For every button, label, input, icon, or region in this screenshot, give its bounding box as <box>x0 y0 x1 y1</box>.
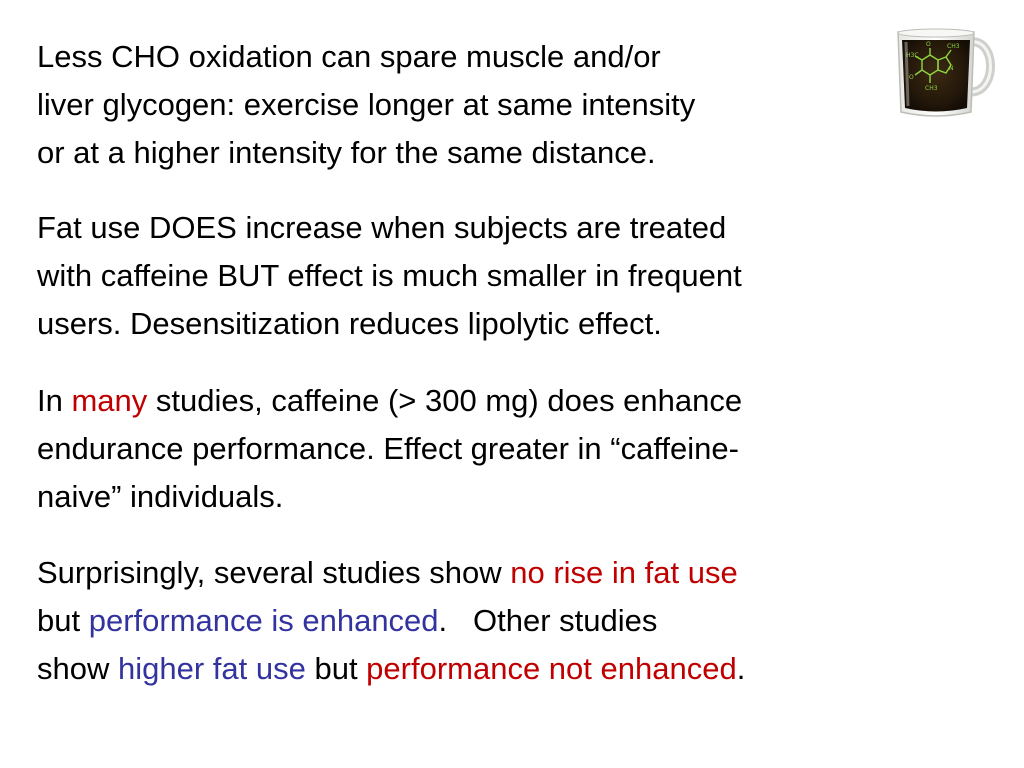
p4-line3-pre: show <box>37 651 118 686</box>
svg-text:O: O <box>926 41 931 48</box>
p4-line3-mid: but <box>305 651 367 686</box>
p3-emphasis-many: many <box>71 383 148 418</box>
svg-text:CH3: CH3 <box>947 43 960 50</box>
p4-emphasis-no-rise: no rise in fat use <box>510 555 738 590</box>
p4-line3-post: . <box>736 651 746 686</box>
paragraph-surprising-results: Surprisingly, several studies show no ri… <box>37 549 745 693</box>
p4-line2-post: . Other studies <box>438 603 658 638</box>
svg-text:O: O <box>909 74 914 81</box>
p3-line1-post: studies, caffeine (> 300 mg) does enhanc… <box>147 383 743 418</box>
paragraph-endurance: In many studies, caffeine (> 300 mg) doe… <box>37 377 742 521</box>
p4-emphasis-performance-not-enhanced: performance not enhanced <box>366 651 737 686</box>
p1-line1: Less CHO oxidation can spare muscle and/… <box>37 39 661 74</box>
p4-line1-pre: Surprisingly, several studies show <box>37 555 511 590</box>
p4-emphasis-higher-fat-use: higher fat use <box>117 651 306 686</box>
svg-text:N: N <box>949 65 954 72</box>
p2-line1: Fat use DOES increase when subjects are … <box>37 210 727 245</box>
p1-line3: or at a higher intensity for the same di… <box>37 135 656 170</box>
coffee-mug-with-caffeine-molecule-icon: O CH3 H3C O CH3 N <box>886 20 998 124</box>
p2-line3: users. Desensitization reduces lipolytic… <box>37 306 662 341</box>
p3-line1-pre: In <box>37 383 72 418</box>
p2-line2: with caffeine BUT effect is much smaller… <box>37 258 742 293</box>
svg-text:H3C: H3C <box>906 52 919 59</box>
p3-line2: endurance performance. Effect greater in… <box>37 431 739 466</box>
svg-text:CH3: CH3 <box>925 85 938 92</box>
p1-line2: liver glycogen: exercise longer at same … <box>37 87 696 122</box>
paragraph-glycogen-sparing: Less CHO oxidation can spare muscle and/… <box>37 33 695 177</box>
p4-emphasis-performance-enhanced: performance is enhanced <box>88 603 439 638</box>
p4-line2-pre: but <box>37 603 89 638</box>
paragraph-fat-use: Fat use DOES increase when subjects are … <box>37 204 742 348</box>
p3-line3: naive” individuals. <box>37 479 284 514</box>
